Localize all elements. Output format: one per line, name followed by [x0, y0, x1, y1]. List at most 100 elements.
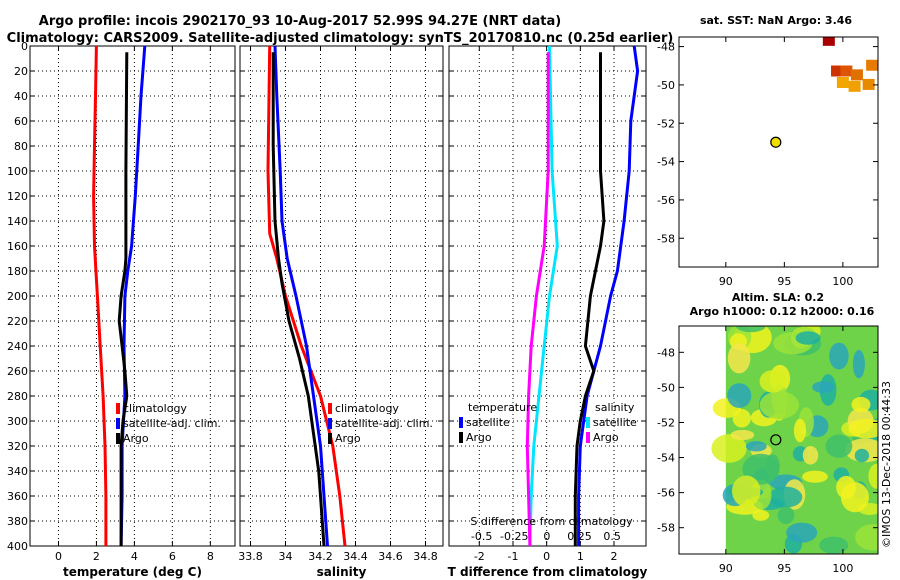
sst-patch	[850, 69, 863, 81]
temperature-xlabel: temperature (deg C)	[63, 565, 202, 579]
sla-blob	[812, 381, 835, 393]
difference-legend-t-argo-swatch	[459, 432, 463, 443]
sst-patch	[836, 77, 849, 88]
sla-blob	[825, 434, 853, 458]
salinity-legend-satellite-label: satellite-adj. clim.	[335, 417, 433, 430]
depth-tick-label: 320	[7, 440, 28, 453]
difference-series-S-argo	[525, 52, 550, 546]
depth-tick-label: 60	[14, 115, 28, 128]
panel-salinity: 33.8 34 34.2 34.4 34.6 34.8 salinity climatolog…	[238, 45, 444, 579]
sla-blob	[752, 509, 770, 521]
temperature-series-argo	[117, 52, 129, 546]
sst-map-ytick-label: -52	[657, 117, 675, 130]
sst-patch	[840, 65, 853, 77]
profile-panels: 0 2 4 6 802040608010012014016018020022024026…	[7, 40, 648, 579]
difference-xtick-label: 2	[611, 550, 618, 563]
salinity-xlabel: salinity	[317, 565, 367, 579]
sla-map-ytick-label: -48	[657, 346, 675, 359]
sla-blob	[802, 470, 828, 483]
difference-legend-t-satellite-swatch	[459, 417, 463, 428]
sla-map-ytick-label: -50	[657, 381, 675, 394]
sla-blob	[731, 475, 761, 507]
temperature-series-satellite	[119, 46, 147, 546]
temperature-xtick-label: 4	[131, 550, 138, 563]
salinity-series-argo	[271, 52, 326, 546]
temperature-series-climatology	[92, 46, 108, 546]
salinity-xtick-label: 34	[279, 550, 293, 563]
figure-title-line2: Climatology: CARS2009. Satellite-adjuste…	[7, 31, 674, 46]
salinity-xtick-label: 34.8	[413, 550, 438, 563]
sla-blob	[848, 418, 878, 439]
sla-blob	[727, 343, 751, 374]
temperature-xtick-label: 6	[169, 550, 176, 563]
difference-xtick-label: 0	[543, 550, 550, 563]
salinity-legend-climatology-swatch	[328, 403, 332, 414]
depth-tick-label: 140	[7, 215, 28, 228]
difference-x2tick-label: -0.5	[471, 530, 492, 543]
sla-map-xtick-label: 100	[832, 562, 853, 575]
depth-tick-label: 260	[7, 365, 28, 378]
sla-map-frame	[678, 325, 879, 555]
difference-x2tick-label: 0.25	[567, 530, 592, 543]
difference-legend-title-temperature: temperature	[468, 401, 537, 414]
temperature-xtick-label: 0	[55, 550, 62, 563]
salinity-legend-argo-swatch	[328, 433, 332, 444]
difference-legend-s-satellite-label: satellite	[593, 416, 637, 429]
depth-tick-label: 240	[7, 340, 28, 353]
temperature-legend-argo-swatch	[116, 433, 120, 444]
temperature-xtick-label: 2	[93, 550, 100, 563]
difference-xtick-label: -1	[507, 550, 518, 563]
sst-map-frame	[678, 36, 879, 268]
sla-blob	[795, 331, 821, 345]
sla-blob	[819, 536, 849, 554]
sla-blob	[727, 383, 752, 408]
sla-blob	[711, 434, 747, 463]
difference-legend-s-argo-swatch	[586, 432, 590, 443]
sst-map-ytick-label: -54	[657, 156, 675, 169]
temperature-frame	[29, 45, 236, 547]
depth-tick-label: 280	[7, 390, 28, 403]
sla-map-ytick-label: -58	[657, 522, 675, 535]
sst-map-xtick-label: 95	[777, 275, 791, 288]
sst-map-argo-marker	[770, 136, 782, 148]
sla-blob	[766, 454, 780, 479]
panel-temperature: 0 2 4 6 802040608010012014016018020022024026…	[7, 40, 236, 579]
depth-tick-label: 20	[14, 65, 28, 78]
sla-blob	[851, 396, 871, 413]
sla-map-title2: Argo h1000: 0.12 h2000: 0.16	[690, 305, 875, 318]
temperature-xtick-label: 8	[207, 550, 214, 563]
depth-tick-label: 380	[7, 515, 28, 528]
sst-map-ytick-label: -48	[657, 41, 675, 54]
panel-difference: -2 -1 0 1 2 T difference from climatology S di…	[448, 45, 648, 579]
difference-series-S-satellite	[528, 46, 559, 546]
difference-xlabel: T difference from climatology	[448, 565, 648, 579]
sla-field	[711, 326, 878, 554]
difference-xtick-label: -2	[474, 550, 485, 563]
sst-map-title: sat. SST: NaN Argo: 3.46	[700, 14, 852, 27]
sla-blob	[786, 522, 818, 543]
salinity-legend-argo-label: Argo	[335, 432, 361, 445]
figure-title-line1: Argo profile: incois 2902170_93 10-Aug-2…	[39, 14, 561, 29]
sst-patches	[822, 37, 878, 92]
depth-tick-label: 160	[7, 240, 28, 253]
depth-tick-label: 120	[7, 190, 28, 203]
sla-blob	[868, 463, 878, 489]
imos-timestamp: ©IMOS 13-Dec-2018 00:44:33	[880, 381, 893, 548]
depth-tick-label: 400	[7, 540, 28, 553]
salinity-series-climatology	[266, 46, 347, 546]
difference-legend-t-satellite-label: satellite	[466, 416, 510, 429]
sst-patch	[831, 65, 844, 77]
difference-x2tick-label: 0.5	[603, 530, 621, 543]
salinity-grid	[240, 45, 443, 547]
temperature-legend-satellite-swatch	[116, 418, 120, 429]
difference-xtick-label: 1	[577, 550, 584, 563]
difference-x2label: S difference from climatology	[470, 515, 633, 528]
salinity-xtick-label: 34.4	[343, 550, 368, 563]
depth-tick-label: 100	[7, 165, 28, 178]
temperature-legend-argo-label: Argo	[123, 432, 149, 445]
sla-map-xtick-label: 95	[777, 562, 791, 575]
depth-tick-label: 40	[14, 90, 28, 103]
sla-blob	[793, 418, 807, 443]
